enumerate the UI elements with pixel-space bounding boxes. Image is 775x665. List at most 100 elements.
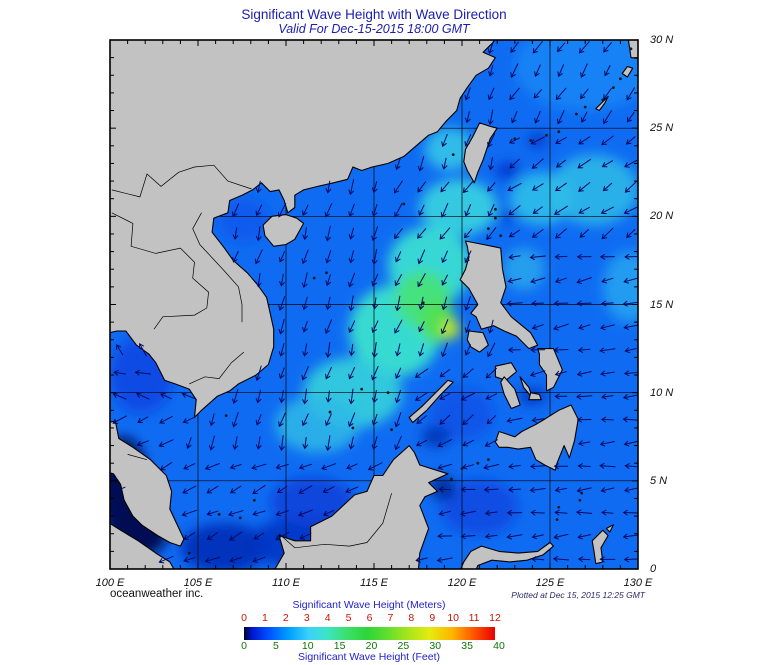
wave-blob	[217, 196, 271, 243]
wave-arrow	[371, 342, 378, 359]
wave-arrow	[462, 414, 474, 426]
meters-tick-4: 4	[324, 612, 331, 624]
wave-arrow	[601, 277, 614, 284]
wave-arrow	[372, 297, 378, 310]
wave-arrow	[302, 204, 309, 217]
wave-arrow	[255, 436, 262, 450]
wave-arrow	[580, 88, 589, 100]
wave-arrow	[279, 389, 285, 404]
wave-arrow	[462, 180, 474, 194]
wave-arrow	[348, 388, 355, 405]
island-dot	[402, 202, 406, 206]
oceanweather-credit: oceanweather inc.	[110, 588, 204, 600]
wave-arrow	[554, 253, 568, 260]
feet-tick-0: 0	[241, 640, 247, 652]
wave-arrow	[460, 486, 476, 493]
wave-arrow	[204, 463, 220, 471]
wave-arrow	[206, 510, 219, 517]
border-thailand-cambodia	[153, 307, 207, 330]
wave-arrow	[231, 412, 239, 428]
wave-arrow	[204, 556, 221, 564]
wave-arrow	[371, 203, 378, 217]
wave-arrow	[371, 389, 378, 404]
wave-arrow	[506, 533, 523, 540]
wave-arrow	[601, 509, 614, 516]
wave-arrow	[599, 324, 615, 331]
island-dot	[629, 47, 633, 51]
island-dot	[217, 512, 221, 516]
wave-arrow	[395, 343, 401, 357]
wave-arrow	[534, 64, 541, 77]
wave-arrow	[322, 486, 335, 494]
wave-arrow	[158, 439, 174, 448]
wave-arrow	[577, 533, 592, 540]
wave-arrow	[418, 321, 425, 333]
colorbar-title-meters: Significant Wave Height (Meters)	[292, 599, 446, 611]
wave-arrow	[623, 206, 638, 215]
wave-arrow	[325, 296, 332, 311]
island-dot	[421, 301, 425, 305]
island-dot	[529, 139, 533, 142]
wave-arrow	[325, 342, 332, 359]
island-dot	[390, 428, 393, 432]
wave-arrow	[395, 251, 402, 263]
wave-arrow	[510, 63, 519, 78]
wave-arrow	[554, 393, 568, 400]
wave-arrow	[460, 533, 476, 540]
wave-arrow	[622, 533, 638, 540]
island-dot	[312, 276, 316, 280]
land-asia-mainland	[110, 40, 496, 418]
wave-arrow	[529, 463, 546, 470]
wave-arrow	[600, 487, 615, 493]
wave-arrow	[279, 435, 285, 452]
wave-arrow	[601, 135, 614, 146]
wave-arrow	[112, 415, 127, 424]
wave-arrow	[325, 274, 332, 287]
lon-label-125: 125 E	[535, 577, 565, 589]
wave-arrow	[345, 486, 359, 494]
wave-arrow	[600, 300, 614, 307]
wave-arrow	[437, 463, 453, 470]
wave-arrow	[506, 417, 523, 424]
wave-arrow	[487, 133, 496, 148]
feet-tick-25: 25	[397, 640, 410, 652]
wave-arrow	[484, 510, 498, 516]
wave-arrow	[578, 324, 591, 330]
wave-arrow	[506, 509, 523, 516]
meters-tick-11: 11	[468, 612, 480, 624]
wave-arrow	[623, 370, 638, 377]
wave-arrow	[159, 462, 173, 471]
wave-arrow	[371, 273, 379, 287]
lon-label-100: 100 E	[95, 577, 125, 589]
lat-label-30: 30 N	[650, 34, 674, 46]
wave-arrow	[183, 557, 196, 563]
wave-arrow	[414, 368, 429, 378]
lon-label-110: 110 E	[272, 577, 300, 589]
wave-arrow	[511, 110, 518, 124]
land-halmahera	[591, 529, 609, 565]
border-malaysia-thailand	[127, 454, 148, 461]
land-palawan	[408, 379, 454, 424]
land-amami	[621, 65, 634, 78]
wave-arrow	[532, 41, 543, 54]
wave-arrow	[325, 366, 332, 380]
island-dot	[487, 227, 490, 231]
wave-arrow	[579, 229, 589, 238]
wave-arrow	[464, 296, 471, 311]
wave-arrow	[624, 347, 637, 354]
wave-arrow	[209, 413, 215, 427]
wave-arrow	[488, 64, 494, 77]
wave-arrow	[137, 532, 149, 540]
wave-arrow	[534, 110, 541, 124]
wave-arrow	[232, 251, 239, 263]
wave-arrow	[508, 229, 521, 238]
wave-arrow	[371, 436, 378, 451]
wave-arrow	[553, 347, 569, 353]
wave-arrow	[232, 227, 239, 240]
wave-arrow	[440, 181, 450, 193]
wave-arrow	[488, 157, 494, 171]
island-dots	[187, 47, 633, 555]
wave-arrow	[394, 295, 401, 312]
wave-arrow	[464, 134, 472, 147]
wave-arrow	[575, 509, 593, 516]
